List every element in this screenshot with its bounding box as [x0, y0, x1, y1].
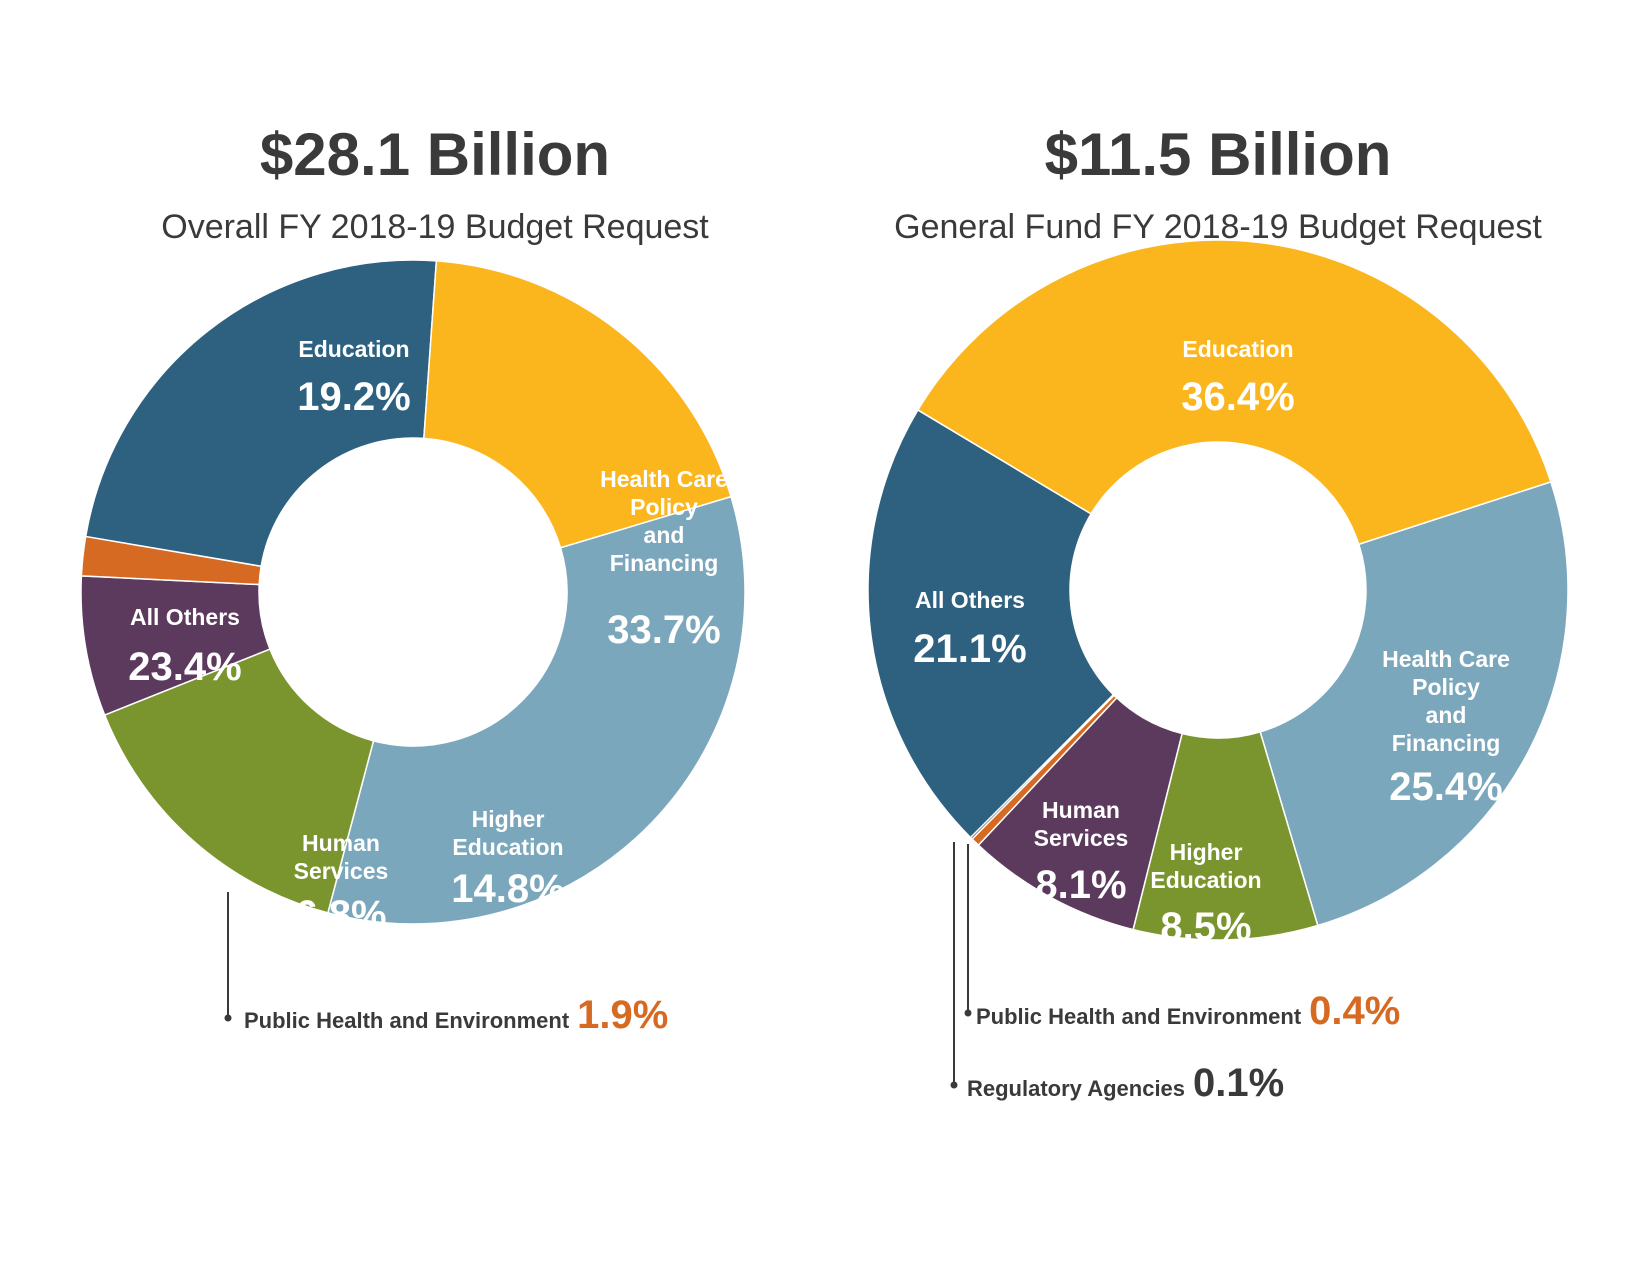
slice-label-all-others: All Others — [915, 587, 1025, 613]
callout-dot-regulatory-agencies — [950, 1081, 958, 1089]
slice-value-human-services: 8.1% — [1035, 863, 1126, 907]
slice-label-higher-education: Education — [452, 834, 563, 860]
callout-label-public-health-and-environment: Public Health and Environment — [244, 1008, 570, 1033]
callout-dot-public-health-and-environment — [964, 1009, 972, 1017]
slice-value-health-care-policy-and-financing: 25.4% — [1389, 765, 1502, 809]
slice-label-human-services: Human — [1042, 797, 1120, 823]
callout-label-regulatory-agencies: Regulatory Agencies — [967, 1076, 1185, 1101]
slice-label-human-services: Human — [302, 830, 380, 856]
slice-education — [423, 260, 732, 549]
slice-label-health-care-policy-and-financing: and — [1426, 702, 1467, 728]
slice-label-all-others: All Others — [130, 604, 240, 630]
slice-label-education: Education — [298, 336, 409, 362]
chart-overall-title: $28.1 Billion — [260, 121, 610, 188]
slice-health-care-policy-and-financing — [326, 495, 746, 925]
slice-label-health-care-policy-and-financing: Health Care — [1382, 646, 1510, 672]
slice-value-education: 19.2% — [297, 375, 410, 419]
chart-general-fund-donut — [867, 239, 1569, 941]
slice-higher-education — [103, 648, 375, 914]
slice-label-health-care-policy-and-financing: Financing — [610, 550, 719, 576]
chart-general-fund: $11.5 Billion General Fund FY 2018-19 Bu… — [867, 121, 1569, 1105]
slice-label-health-care-policy-and-financing: Policy — [630, 494, 698, 520]
slice-label-health-care-policy-and-financing: Policy — [1412, 674, 1480, 700]
slice-value-education: 36.4% — [1181, 375, 1294, 419]
callout-dot-public-health-and-environment — [224, 1014, 232, 1022]
slice-all-others — [84, 259, 438, 568]
slice-label-higher-education: Higher — [472, 806, 545, 832]
slice-value-higher-education: 14.8% — [451, 867, 564, 911]
slice-label-health-care-policy-and-financing: Financing — [1392, 730, 1501, 756]
callout-value-public-health-and-environment: 1.9% — [577, 993, 668, 1037]
slice-label-health-care-policy-and-financing: Health Care — [600, 466, 728, 492]
slice-value-health-care-policy-and-financing: 33.7% — [607, 608, 720, 652]
slice-label-human-services: Services — [294, 858, 389, 884]
callout-label-public-health-and-environment: Public Health and Environment — [976, 1004, 1302, 1029]
slice-value-human-services: 6.8% — [295, 893, 386, 937]
slice-value-all-others: 21.1% — [913, 627, 1026, 671]
callout-value-public-health-and-environment: 0.4% — [1309, 989, 1400, 1033]
callout-value-regulatory-agencies: 0.1% — [1193, 1061, 1284, 1105]
slice-health-care-policy-and-financing — [1259, 480, 1569, 927]
slice-value-all-others: 23.4% — [128, 645, 241, 689]
chart-general-fund-title: $11.5 Billion — [1045, 121, 1392, 188]
slice-value-higher-education: 8.5% — [1160, 905, 1251, 949]
slice-label-education: Education — [1182, 336, 1293, 362]
slice-label-higher-education: Education — [1150, 867, 1261, 893]
slice-label-human-services: Services — [1034, 825, 1129, 851]
chart-overall-subtitle: Overall FY 2018-19 Budget Request — [161, 208, 709, 246]
chart-overall-donut — [80, 259, 746, 925]
slice-education — [916, 239, 1552, 546]
slice-label-higher-education: Higher — [1170, 839, 1243, 865]
chart-overall: $28.1 Billion Overall FY 2018-19 Budget … — [80, 121, 746, 1037]
slice-label-health-care-policy-and-financing: and — [644, 522, 685, 548]
slice-all-others — [867, 408, 1115, 839]
